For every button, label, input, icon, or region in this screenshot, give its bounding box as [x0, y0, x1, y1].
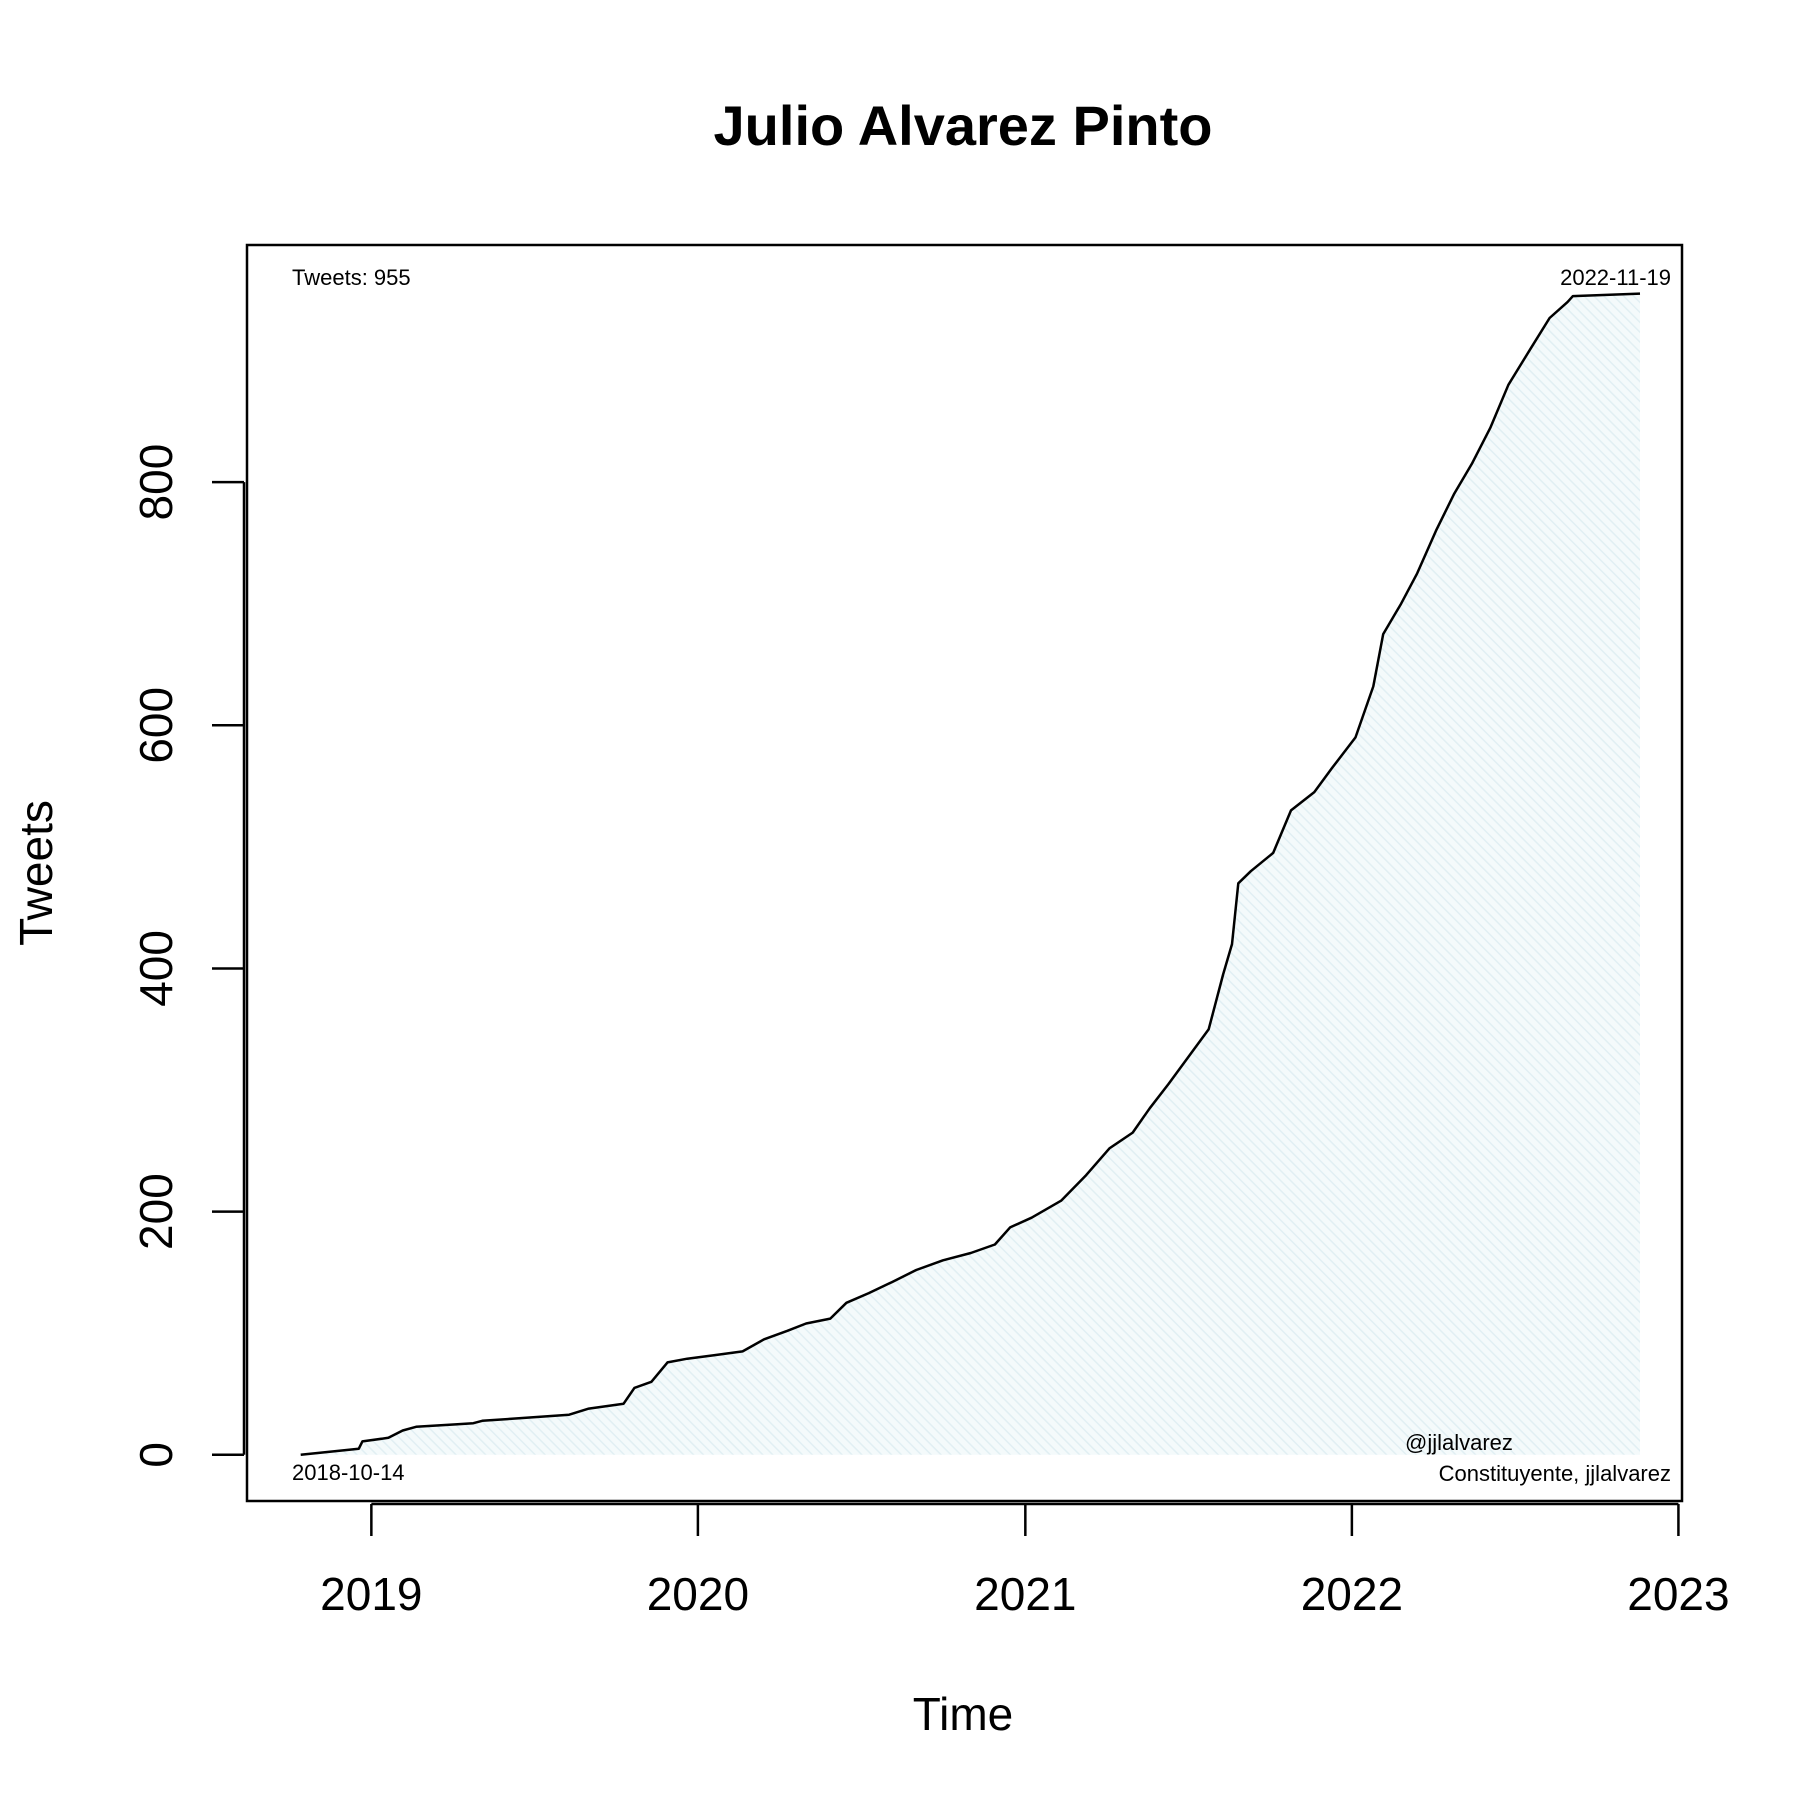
x-tick-label: 2023: [1627, 1568, 1729, 1620]
y-axis: 0 200 400 600 800: [130, 444, 246, 1468]
end-date-label: 2022-11-19: [1560, 265, 1671, 290]
y-tick-label: 800: [130, 444, 182, 521]
tweets-count-label: Tweets: 955: [292, 265, 411, 290]
y-tick-label: 400: [130, 930, 182, 1007]
handle-label: @jjlalvarez: [1405, 1430, 1513, 1455]
start-date-label: 2018-10-14: [292, 1460, 405, 1485]
x-tick-label: 2019: [320, 1568, 422, 1620]
chart-title: Julio Alvarez Pinto: [714, 94, 1213, 157]
y-tick-label: 200: [130, 1173, 182, 1250]
series-line: [300, 292, 1641, 1457]
plot-frame: [245, 243, 1684, 1503]
x-tick-label: 2021: [974, 1568, 1076, 1620]
y-tick-label: 0: [130, 1442, 182, 1468]
x-tick-label: 2020: [647, 1568, 749, 1620]
x-axis-label: Time: [913, 1688, 1014, 1740]
x-axis: 2019 2020 2021 2022 2023: [320, 1502, 1730, 1620]
attribution-label: Constituyente, jjlalvarez: [1439, 1461, 1671, 1486]
x-tick-label: 2022: [1301, 1568, 1403, 1620]
area-fill: [300, 293, 1640, 1455]
y-axis-label: Tweets: [10, 800, 62, 946]
y-tick-label: 600: [130, 687, 182, 764]
